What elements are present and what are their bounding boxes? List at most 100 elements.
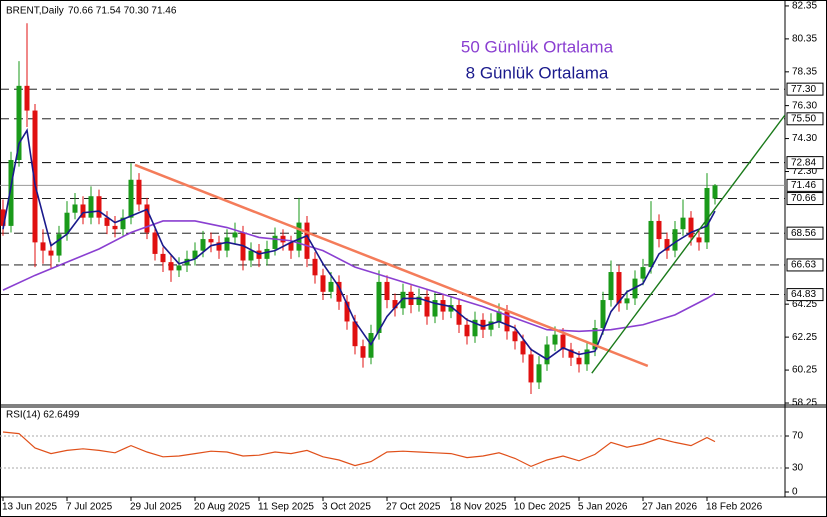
x-tick-label: 29 Jul 2025 xyxy=(130,502,182,513)
rsi-plot xyxy=(0,431,785,469)
candle-body xyxy=(96,196,102,218)
candle-body xyxy=(656,220,662,240)
candle-body xyxy=(280,235,286,243)
candle-body xyxy=(216,242,222,251)
candle-body xyxy=(336,281,342,302)
candle-body xyxy=(592,328,598,350)
level-label-box xyxy=(786,226,824,240)
candle-body xyxy=(648,220,654,268)
candle-body xyxy=(640,267,646,279)
candle-body xyxy=(384,281,390,301)
candle-body xyxy=(312,258,318,276)
candle-body xyxy=(88,196,94,218)
y-tick-label: 80.35 xyxy=(792,34,817,45)
level-label: 77.30 xyxy=(791,84,816,95)
x-tick-label: 13 Jun 2025 xyxy=(2,502,57,513)
candle-body xyxy=(0,209,6,226)
candle-body xyxy=(176,265,182,271)
candle-body xyxy=(264,248,270,259)
candle-body xyxy=(304,222,310,259)
candle-body xyxy=(432,300,438,317)
candle-body xyxy=(112,225,118,230)
candle-body xyxy=(248,250,254,261)
candle-body xyxy=(608,272,614,301)
x-tick-label: 7 Jul 2025 xyxy=(66,502,113,513)
x-tick-label: 18 Nov 2025 xyxy=(450,502,507,513)
candle-body xyxy=(504,311,510,332)
rsi-line xyxy=(2,431,716,468)
y-tick-label: 64.25 xyxy=(792,299,817,310)
candle-body xyxy=(424,296,430,317)
candle-body xyxy=(680,217,686,230)
trendline xyxy=(134,163,649,368)
candle-body xyxy=(512,331,518,342)
rsi-tick-label: 30 xyxy=(792,463,804,474)
x-tick-label: 11 Sep 2025 xyxy=(258,502,314,513)
candle-body xyxy=(528,354,534,383)
y-tick-label: 60.25 xyxy=(792,365,817,376)
level-label: 66.63 xyxy=(791,260,816,271)
candle-body xyxy=(32,110,38,243)
candle-body xyxy=(704,188,710,243)
y-tick-label: 72.30 xyxy=(792,166,817,177)
candle-body xyxy=(536,364,542,383)
candle-body xyxy=(24,85,30,111)
candle-body xyxy=(152,232,158,254)
candle-body xyxy=(472,319,478,337)
candle-body xyxy=(16,85,22,160)
candle-body xyxy=(576,357,582,365)
candle-body xyxy=(80,204,86,218)
level-label-box xyxy=(786,258,824,272)
candle-body xyxy=(488,321,494,330)
current-price-label: 71.46 xyxy=(791,180,816,191)
rsi-tick-label: 0 xyxy=(792,487,798,498)
candle-body xyxy=(376,281,382,333)
candle-body xyxy=(392,300,398,309)
candle-body xyxy=(544,344,550,365)
y-tick-label: 76.30 xyxy=(792,100,817,111)
moving-average xyxy=(2,128,716,361)
candle-body xyxy=(104,217,110,226)
candle-body xyxy=(192,250,198,259)
chart-title: BRENT,Daily xyxy=(6,6,64,17)
candle-body xyxy=(496,311,502,322)
candle-body xyxy=(624,298,630,304)
candle-body xyxy=(560,334,566,350)
x-tick-label: 18 Feb 2026 xyxy=(706,502,763,513)
candle-body xyxy=(320,275,326,292)
candle-body xyxy=(584,349,590,365)
y-tick-label: 58.25 xyxy=(792,398,817,409)
candle-body xyxy=(120,217,126,230)
legend-entry: 50 Günlük Ortalama xyxy=(461,37,614,56)
candle-body xyxy=(568,349,574,358)
rsi-tick-label: 70 xyxy=(792,431,804,442)
x-tick-label: 27 Jan 2026 xyxy=(642,502,697,513)
candle-body xyxy=(440,300,446,312)
candle-body xyxy=(56,234,62,256)
y-tick-label: 82.35 xyxy=(792,1,817,12)
candle-body xyxy=(288,242,294,251)
candle-body xyxy=(520,341,526,355)
candle-body xyxy=(168,262,174,271)
level-label: 68.56 xyxy=(791,228,816,239)
level-label-box xyxy=(786,112,824,126)
level-label-box xyxy=(786,82,824,96)
candle-body xyxy=(48,250,54,256)
candle-body xyxy=(64,212,70,235)
candle-body xyxy=(400,291,406,309)
level-label-box xyxy=(786,192,824,206)
level-label-box xyxy=(786,288,824,302)
level-label: 70.66 xyxy=(791,193,816,204)
candle-body xyxy=(72,204,78,213)
candle-body xyxy=(224,237,230,251)
ohlc-values: 70.66 71.54 70.30 71.46 xyxy=(68,6,177,17)
moving-average xyxy=(2,220,716,333)
candle-body xyxy=(664,239,670,251)
level-label: 64.83 xyxy=(791,289,816,300)
candle-body xyxy=(208,239,214,243)
candle-body xyxy=(672,229,678,251)
price-plot xyxy=(0,23,785,394)
candle-body xyxy=(40,242,46,251)
